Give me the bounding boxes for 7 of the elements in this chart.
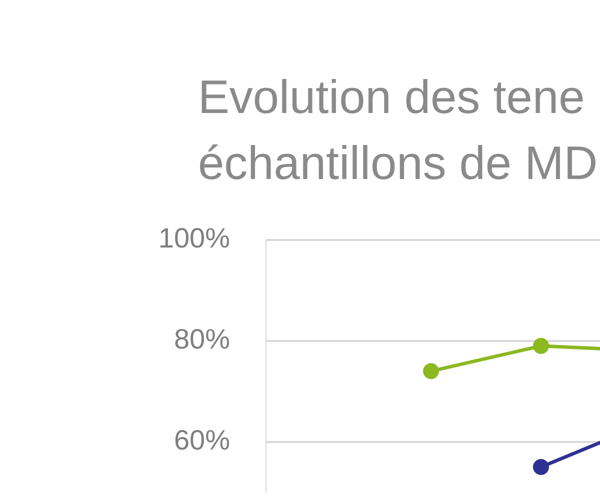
y-tick-label: 80% <box>174 324 230 355</box>
y-tick-label: 100% <box>158 222 230 254</box>
point <box>423 363 439 380</box>
chart-title: Evolution des tene échantillons de MD <box>198 69 598 191</box>
point <box>533 458 549 475</box>
y-tick-label: 60% <box>174 424 230 456</box>
point <box>533 338 549 354</box>
